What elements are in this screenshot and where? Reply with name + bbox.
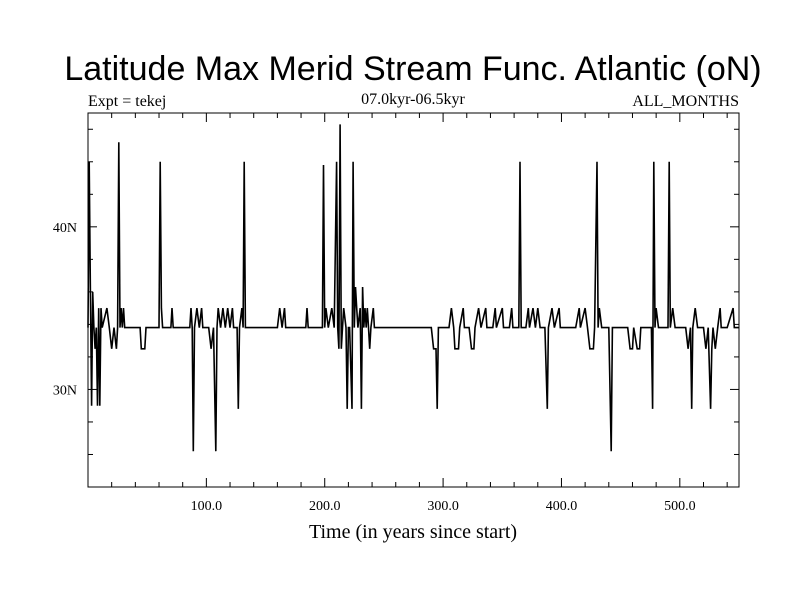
y-tick-label: 40N xyxy=(53,221,77,236)
time-range-label: 07.0kyr-06.5kyr xyxy=(361,91,465,108)
series-layer xyxy=(87,124,739,452)
x-tick-label: 200.0 xyxy=(309,499,341,514)
y-tick-label: 30N xyxy=(53,383,77,398)
x-tick-label: 100.0 xyxy=(191,499,223,514)
x-tick-label: 400.0 xyxy=(546,499,578,514)
x-tick-label: 300.0 xyxy=(427,499,459,514)
plot-frame xyxy=(87,112,740,488)
chart-title: Latitude Max Merid Stream Func. Atlantic… xyxy=(64,50,761,88)
experiment-label: Expt = tekej xyxy=(88,93,166,110)
series-line xyxy=(87,124,739,452)
x-axis-label: Time (in years since start) xyxy=(309,521,517,543)
y-axis-ticks: 30N 40N xyxy=(53,128,739,455)
x-tick-label: 500.0 xyxy=(664,499,696,514)
months-label: ALL_MONTHS xyxy=(632,93,739,110)
x-axis-ticks: 100.0 200.0 300.0 400.0 500.0 xyxy=(111,113,728,514)
